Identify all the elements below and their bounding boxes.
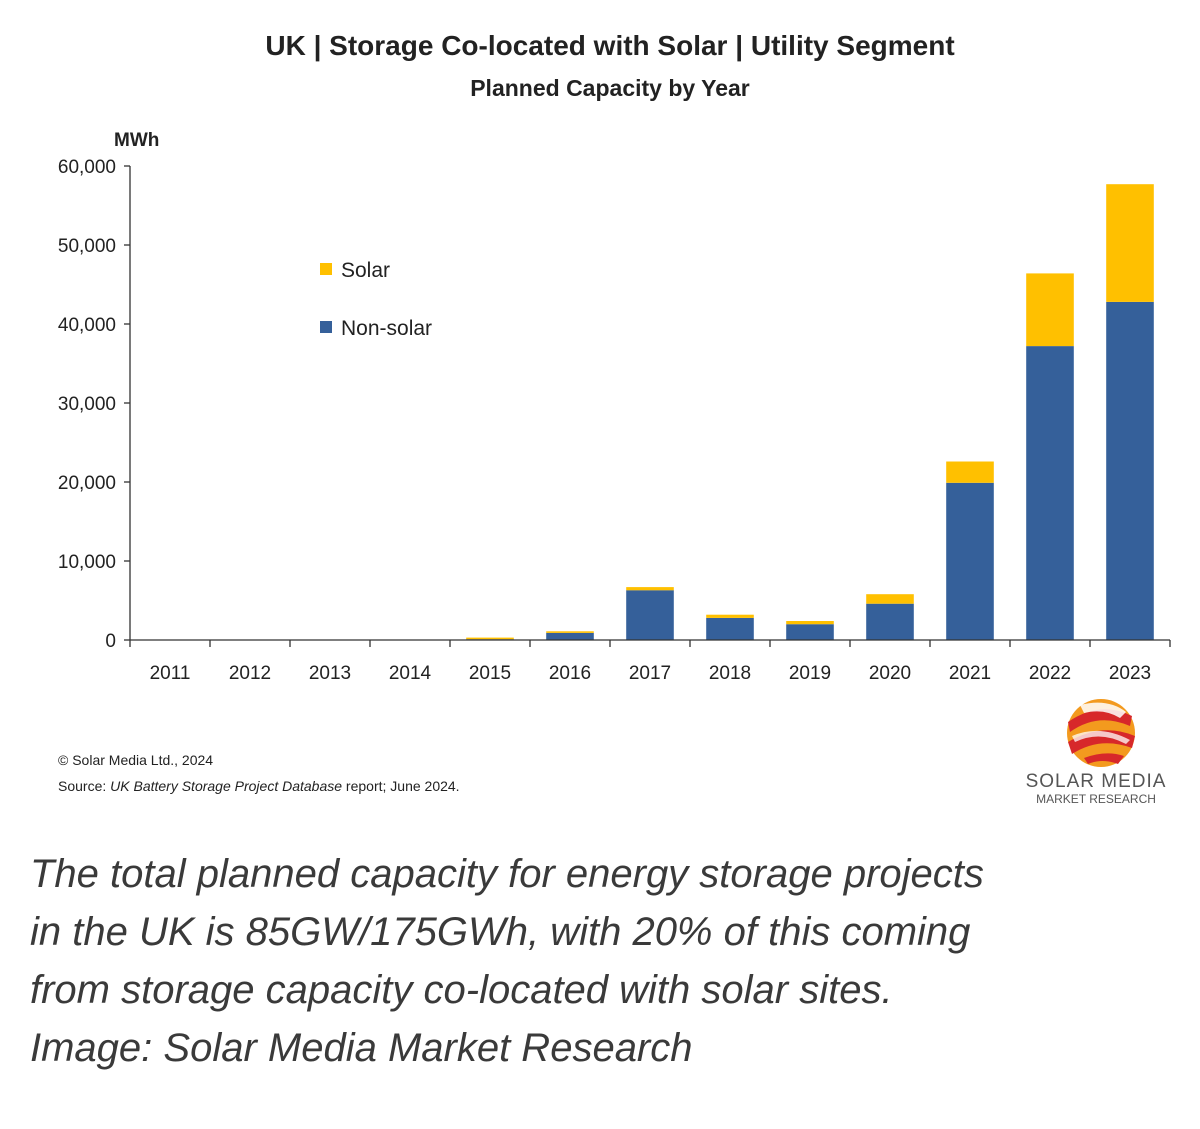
legend-label-non-solar: Non-solar [341, 317, 432, 340]
legend-swatch-non-solar [320, 321, 332, 333]
legend: Solar Non-solar [320, 259, 432, 340]
y-tick-label: 30,000 [58, 394, 116, 415]
solar-media-logo: SOLAR MEDIA MARKET RESEARCH [1026, 699, 1167, 806]
bar-solar-2017 [626, 587, 674, 591]
logo-globe-icon [1067, 699, 1135, 767]
legend-swatch-solar [320, 263, 332, 275]
bar-solar-2021 [946, 461, 994, 483]
y-tick-label: 50,000 [58, 236, 116, 257]
bar-solar-2015 [466, 637, 514, 640]
bar-non-solar-2017 [626, 590, 674, 640]
logo-name: SOLAR MEDIA [1026, 771, 1167, 792]
x-tick-label: 2019 [789, 663, 831, 684]
caption-line: Image: Solar Media Market Research [30, 1026, 693, 1070]
y-tick-label: 20,000 [58, 473, 116, 494]
x-tick-label: 2016 [549, 663, 591, 684]
copyright-text: © Solar Media Ltd., 2024 [58, 752, 213, 768]
source-suffix: report; June 2024. [342, 778, 460, 794]
caption: The total planned capacity for energy st… [30, 845, 1180, 1077]
bar-non-solar-2022 [1026, 346, 1074, 640]
y-tick-label: 0 [105, 631, 116, 652]
y-tick-label: 40,000 [58, 315, 116, 336]
chart: UK | Storage Co-located with Solar | Uti… [58, 30, 1171, 806]
bar-solar-2020 [866, 594, 914, 604]
caption-line: in the UK is 85GW/175GWh, with 20% of th… [30, 910, 971, 954]
x-tick-label: 2023 [1109, 663, 1151, 684]
x-tick-label: 2020 [869, 663, 911, 684]
x-tick-label: 2021 [949, 663, 991, 684]
caption-line: The total planned capacity for energy st… [30, 852, 984, 896]
chart-subtitle: Planned Capacity by Year [470, 75, 750, 101]
bar-solar-2018 [706, 614, 754, 618]
bar-non-solar-2018 [706, 617, 754, 640]
caption-line: from storage capacity co-located with so… [30, 968, 893, 1012]
y-axis-label: MWh [114, 130, 159, 151]
bar-solar-2016 [546, 631, 594, 633]
x-tick-label: 2011 [150, 663, 191, 684]
source-title: UK Battery Storage Project Database [110, 778, 342, 794]
x-tick-label: 2015 [469, 663, 511, 684]
bar-non-solar-2019 [786, 624, 834, 640]
bar-solar-2022 [1026, 273, 1074, 347]
bar-non-solar-2021 [946, 482, 994, 640]
logo-tagline: MARKET RESEARCH [1036, 792, 1156, 806]
x-tick-label: 2017 [629, 663, 671, 684]
x-tick-label: 2014 [389, 663, 432, 684]
bar-non-solar-2016 [546, 632, 594, 640]
x-tick-label: 2022 [1029, 663, 1071, 684]
bars-group [466, 184, 1154, 641]
source-prefix: Source: [58, 778, 110, 794]
x-tick-label: 2013 [309, 663, 351, 684]
legend-label-solar: Solar [341, 259, 390, 282]
y-tick-label: 60,000 [58, 157, 116, 178]
y-tick-label: 10,000 [58, 552, 116, 573]
bar-non-solar-2023 [1106, 301, 1154, 640]
chart-title: UK | Storage Co-located with Solar | Uti… [265, 30, 954, 61]
x-tick-label: 2018 [709, 663, 751, 684]
source-text: Source: UK Battery Storage Project Datab… [58, 778, 460, 794]
footnote: © Solar Media Ltd., 2024 Source: UK Batt… [58, 752, 460, 794]
bar-solar-2019 [786, 621, 834, 625]
axes-group: 0 10,000 20,000 30,000 40,000 50,000 60,000 201… [58, 157, 1171, 684]
bar-non-solar-2020 [866, 603, 914, 640]
bar-solar-2023 [1106, 184, 1154, 302]
x-tick-label: 2012 [229, 663, 271, 684]
